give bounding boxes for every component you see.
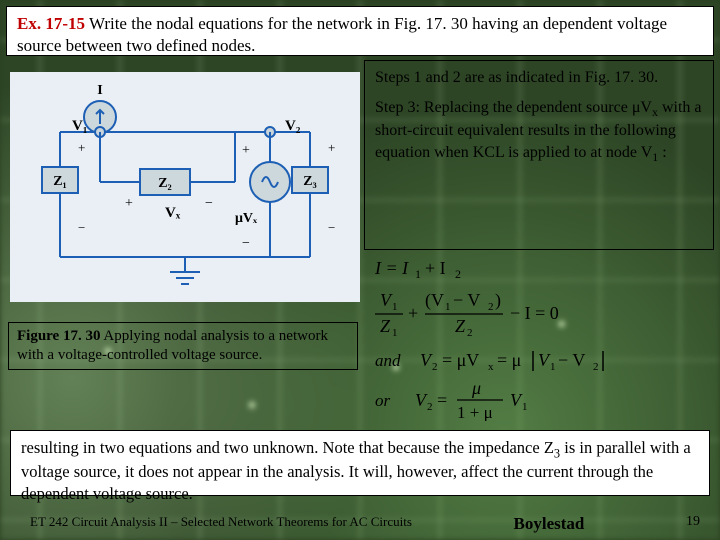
svg-text:and: and <box>375 351 401 370</box>
steps-line2: Step 3: Replacing the dependent source μ… <box>375 97 703 165</box>
label-plus-z3: + <box>328 140 335 155</box>
svg-text:2: 2 <box>432 361 438 373</box>
label-V1: V₁ <box>72 118 87 134</box>
example-box: Ex. 17-15 Write the nodal equations for … <box>6 6 714 56</box>
label-Vx: Vₓ <box>165 205 181 221</box>
result-box: resulting in two equations and two unkno… <box>10 430 710 496</box>
svg-text:1: 1 <box>392 327 398 339</box>
label-minus-vx: − <box>205 196 213 211</box>
equations-block: I = I 1 + I 2 V 1 Z 1 + (V 1 − V 2 ) Z 2… <box>375 256 695 421</box>
svg-text:+: + <box>408 303 418 323</box>
svg-text:− V: − V <box>558 350 585 370</box>
label-minus-z1: − <box>78 220 85 235</box>
svg-text:+ I: + I <box>425 258 446 278</box>
svg-text:− V: − V <box>453 290 480 310</box>
footer-page: 19 <box>686 514 700 534</box>
example-label: Ex. 17-15 <box>17 14 85 33</box>
svg-text:(V: (V <box>425 290 444 311</box>
svg-text:1: 1 <box>550 361 556 373</box>
svg-text:1: 1 <box>445 301 451 313</box>
label-minus-mu: − <box>242 236 250 251</box>
result-text-a: resulting in two equations and two unkno… <box>21 438 554 457</box>
svg-text:x: x <box>488 361 494 373</box>
svg-text:or: or <box>375 391 391 410</box>
label-muVx: μVₓ <box>235 211 258 226</box>
svg-text:2: 2 <box>467 327 473 339</box>
svg-text:1: 1 <box>392 301 398 313</box>
svg-text:Z: Z <box>455 316 466 336</box>
svg-text:1: 1 <box>522 401 528 413</box>
equations-svg: I = I 1 + I 2 V 1 Z 1 + (V 1 − V 2 ) Z 2… <box>375 256 695 421</box>
schematic-svg: I V₁ V₂ Z₁ Z₂ + Vₓ − + μVₓ − Z₃ <box>10 72 360 302</box>
svg-text:μ: μ <box>471 378 481 398</box>
svg-text:2: 2 <box>427 401 433 413</box>
svg-text:1 + μ: 1 + μ <box>457 403 493 421</box>
svg-text:2: 2 <box>455 267 461 281</box>
svg-text:− I = 0: − I = 0 <box>510 303 559 323</box>
label-Z2: Z₂ <box>158 176 172 191</box>
label-V2: V₂ <box>285 118 301 134</box>
figure-caption-label: Figure 17. 30 <box>17 328 100 344</box>
svg-text:=: = <box>437 390 447 410</box>
svg-text:Z: Z <box>380 316 391 336</box>
label-Z3: Z₃ <box>303 174 317 189</box>
svg-text:2: 2 <box>593 361 599 373</box>
footer-course: ET 242 Circuit Analysis II – Selected Ne… <box>30 514 412 534</box>
figure-caption-box: Figure 17. 30 Applying nodal analysis to… <box>8 322 358 370</box>
label-plus-vx: + <box>125 196 133 211</box>
label-Z1: Z₁ <box>53 174 67 189</box>
label-plus-mu: + <box>242 143 250 158</box>
schematic-figure: I V₁ V₂ Z₁ Z₂ + Vₓ − + μVₓ − Z₃ <box>10 72 360 302</box>
label-plus-z1: + <box>78 140 85 155</box>
steps-box: Steps 1 and 2 are as indicated in Fig. 1… <box>364 60 714 250</box>
label-I: I <box>97 83 102 98</box>
svg-text:2: 2 <box>488 301 494 313</box>
svg-text:I = I: I = I <box>375 258 409 278</box>
svg-text:1: 1 <box>415 267 421 281</box>
footer-author: Boylestad <box>514 514 585 534</box>
label-minus-z3: − <box>328 220 335 235</box>
svg-text:): ) <box>495 290 501 311</box>
footer: ET 242 Circuit Analysis II – Selected Ne… <box>30 514 700 534</box>
example-text: Write the nodal equations for the networ… <box>17 14 667 55</box>
svg-text:= μV: = μV <box>442 350 479 370</box>
svg-text:= μ: = μ <box>497 350 521 370</box>
steps-line1: Steps 1 and 2 are as indicated in Fig. 1… <box>375 67 703 89</box>
